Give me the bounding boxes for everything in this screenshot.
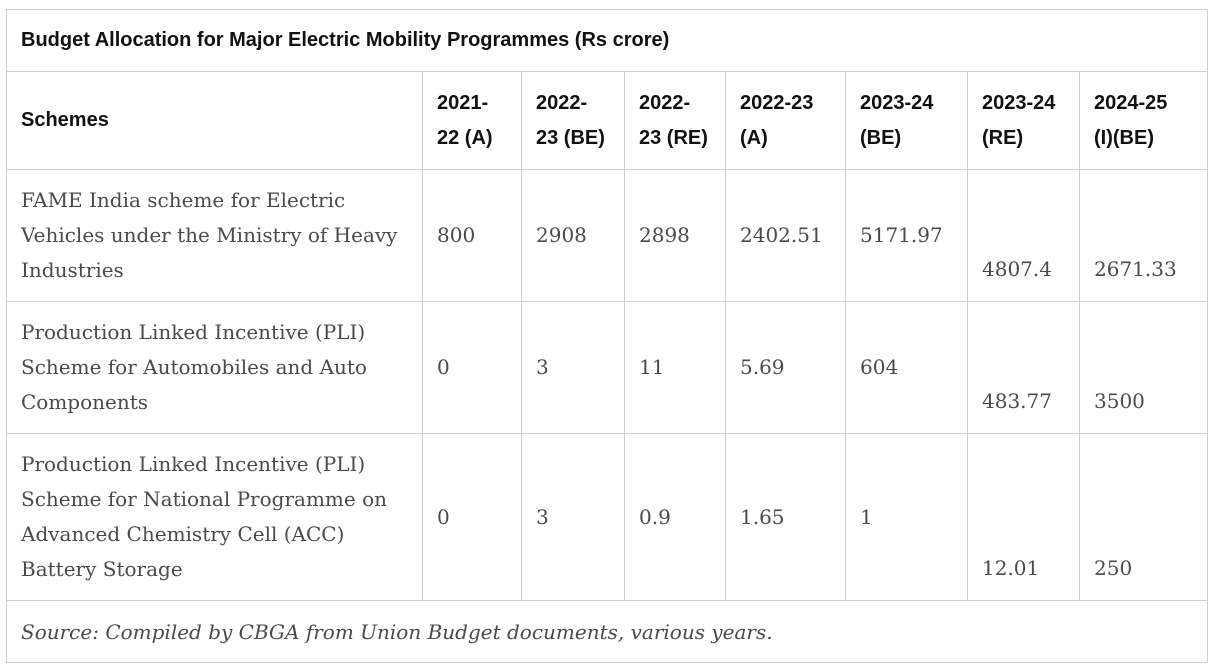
value-cell: 800 <box>422 169 522 302</box>
column-header-2022-23-a: 2022-23 (A) <box>725 71 846 170</box>
scheme-name: Production Linked Incentive (PLI) Scheme… <box>6 301 423 434</box>
value-cell: 604 <box>845 301 968 434</box>
table-row: Production Linked Incentive (PLI) Scheme… <box>6 433 1209 601</box>
header-line: 22 (A) <box>437 126 493 149</box>
table-row: FAME India scheme for Electric Vehicles … <box>6 169 1209 302</box>
header-line: 2023-24 <box>982 91 1056 114</box>
header-line: (BE) <box>860 126 902 149</box>
header-line: 2022- <box>536 91 588 114</box>
value-cell: 3 <box>521 433 625 601</box>
table-row: Production Linked Incentive (PLI) Scheme… <box>6 301 1209 434</box>
header-line: (RE) <box>982 126 1024 149</box>
column-header-2022-23-be: 2022- 23 (BE) <box>521 71 625 170</box>
value-cell: 2898 <box>624 169 726 302</box>
value-cell: 5171.97 <box>845 169 968 302</box>
value-cell: 11 <box>624 301 726 434</box>
value-cell: 2908 <box>521 169 625 302</box>
value-cell: 483.77 <box>967 301 1080 434</box>
header-line: 2023-24 <box>860 91 934 114</box>
column-header-schemes: Schemes <box>6 71 423 170</box>
header-line: 23 (BE) <box>536 126 605 149</box>
header-line: (I)(BE) <box>1094 126 1154 149</box>
column-header-2022-23-re: 2022- 23 (RE) <box>624 71 726 170</box>
value-cell: 12.01 <box>967 433 1080 601</box>
value-cell: 1 <box>845 433 968 601</box>
column-header-2024-25-i-be: 2024-25 (I)(BE) <box>1078 71 1209 170</box>
value-cell: 3 <box>521 301 625 434</box>
header-line: (A) <box>740 126 768 149</box>
header-row: Schemes 2021- 22 (A) 2022- 23 (BE) 2022-… <box>6 71 1209 170</box>
source-note: Source: Compiled by CBGA from Union Budg… <box>5 600 1209 663</box>
value-cell: 3500 <box>1078 301 1209 434</box>
value-cell: 0 <box>422 301 522 434</box>
value-cell: 250 <box>1078 433 1209 601</box>
column-header-2023-24-re: 2023-24 (RE) <box>967 71 1080 170</box>
value-cell: 5.69 <box>725 301 846 434</box>
value-cell: 2402.51 <box>725 169 846 302</box>
value-cell: 4807.4 <box>967 169 1080 302</box>
header-line: 2021- <box>437 91 489 114</box>
budget-allocation-table: Budget Allocation for Major Electric Mob… <box>5 9 1209 663</box>
header-line: 2022-23 <box>740 91 814 114</box>
column-header-2023-24-be: 2023-24 (BE) <box>845 71 968 170</box>
value-cell: 2671.33 <box>1078 169 1209 302</box>
scheme-name: Production Linked Incentive (PLI) Scheme… <box>6 433 423 601</box>
header-line: 23 (RE) <box>639 126 708 149</box>
column-header-2021-22-a: 2021- 22 (A) <box>422 71 522 170</box>
header-line: 2024-25 <box>1094 91 1168 114</box>
value-cell: 0.9 <box>624 433 726 601</box>
scheme-name: FAME India scheme for Electric Vehicles … <box>6 169 423 302</box>
value-cell: 1.65 <box>725 433 846 601</box>
table-title: Budget Allocation for Major Electric Mob… <box>5 9 1209 72</box>
header-line: 2022- <box>639 91 691 114</box>
value-cell: 0 <box>422 433 522 601</box>
